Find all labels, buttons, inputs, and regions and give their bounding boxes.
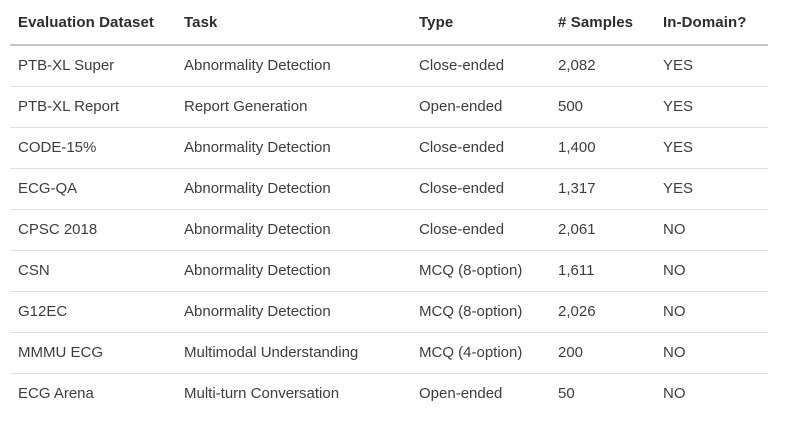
cell-in-domain: NO — [663, 303, 686, 320]
evaluation-datasets-table-container: Evaluation Dataset Task Type # Samples I… — [10, 0, 768, 414]
cell-type: Open-ended — [419, 98, 503, 115]
cell-in-domain: NO — [663, 344, 686, 361]
cell-in-domain: YES — [663, 139, 694, 156]
cell-samples: 2,082 — [558, 57, 596, 75]
cell-in-domain: YES — [663, 98, 694, 115]
table-row: G12EC Abnormality Detection MCQ (8-optio… — [10, 291, 768, 332]
cell-in-domain: YES — [663, 57, 694, 75]
cell-samples: 50 — [558, 385, 575, 403]
table-row: ECG Arena Multi-turn Conversation Open-e… — [10, 373, 768, 414]
cell-in-domain: YES — [663, 180, 694, 197]
col-header-in-domain: In-Domain? — [663, 13, 747, 31]
table-row: CPSC 2018 Abnormality Detection Close-en… — [10, 209, 768, 250]
cell-task: Abnormality Detection — [184, 180, 331, 197]
cell-dataset: CSN — [18, 262, 50, 279]
cell-samples: 2,061 — [558, 221, 596, 238]
col-header-type: Type — [419, 13, 454, 31]
cell-type: Close-ended — [419, 221, 505, 238]
cell-samples: 2,026 — [558, 303, 596, 320]
cell-samples: 1,317 — [558, 180, 596, 197]
cell-task: Multimodal Understanding — [184, 344, 359, 361]
table-body: PTB-XL Super Abnormality Detection Close… — [10, 45, 768, 414]
cell-dataset: ECG Arena — [18, 385, 94, 403]
cell-in-domain: NO — [663, 221, 686, 238]
cell-dataset: PTB-XL Super — [18, 57, 115, 75]
cell-type: MCQ (4-option) — [419, 344, 523, 361]
cell-samples: 1,611 — [558, 262, 595, 279]
table-row: MMMU ECG Multimodal Understanding MCQ (4… — [10, 332, 768, 373]
cell-task: Abnormality Detection — [184, 262, 331, 279]
cell-samples: 500 — [558, 98, 584, 115]
cell-samples: 1,400 — [558, 139, 596, 156]
evaluation-datasets-table: Evaluation Dataset Task Type # Samples I… — [10, 0, 768, 414]
table-header: Evaluation Dataset Task Type # Samples I… — [10, 0, 768, 45]
cell-task: Abnormality Detection — [184, 57, 331, 75]
cell-task: Report Generation — [184, 98, 308, 115]
col-header-samples: # Samples — [558, 13, 634, 31]
table-row: CSN Abnormality Detection MCQ (8-option)… — [10, 250, 768, 291]
cell-in-domain: NO — [663, 385, 686, 403]
cell-in-domain: NO — [663, 262, 686, 279]
cell-type: Close-ended — [419, 139, 505, 156]
cell-type: MCQ (8-option) — [419, 303, 523, 320]
cell-dataset: PTB-XL Report — [18, 98, 120, 115]
table-row: CODE-15% Abnormality Detection Close-end… — [10, 127, 768, 168]
cell-dataset: ECG-QA — [18, 180, 78, 197]
cell-task: Abnormality Detection — [184, 221, 331, 238]
col-header-evaluation-dataset: Evaluation Dataset — [18, 13, 155, 31]
cell-dataset: CODE-15% — [18, 139, 97, 156]
cell-type: Close-ended — [419, 180, 505, 197]
col-header-task: Task — [184, 13, 218, 31]
cell-dataset: MMMU ECG — [18, 344, 103, 361]
table-row: PTB-XL Report Report Generation Open-end… — [10, 86, 768, 127]
table-row: PTB-XL Super Abnormality Detection Close… — [10, 45, 768, 86]
cell-type: Close-ended — [419, 57, 505, 75]
cell-type: Open-ended — [419, 385, 503, 403]
cell-type: MCQ (8-option) — [419, 262, 523, 279]
cell-samples: 200 — [558, 344, 584, 361]
header-row: Evaluation Dataset Task Type # Samples I… — [10, 0, 768, 45]
cell-task: Abnormality Detection — [184, 139, 331, 156]
cell-task: Multi-turn Conversation — [184, 385, 340, 403]
cell-dataset: CPSC 2018 — [18, 221, 98, 238]
cell-task: Abnormality Detection — [184, 303, 331, 320]
table-row: ECG-QA Abnormality Detection Close-ended… — [10, 168, 768, 209]
cell-dataset: G12EC — [18, 303, 68, 320]
